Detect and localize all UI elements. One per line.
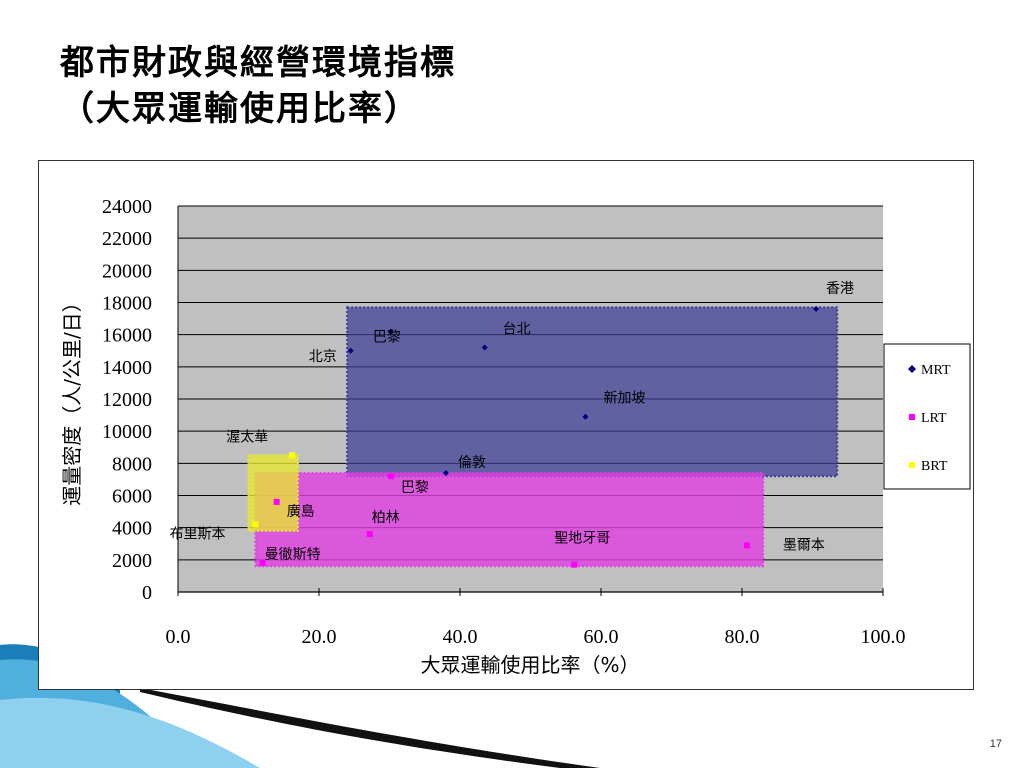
- point-lrt: [273, 498, 280, 505]
- y-tick-label: 2000: [112, 550, 152, 572]
- chart-frame: 0 2000 4000 6000 8000 10000 12000 14000 16000 180…: [38, 160, 974, 690]
- point-mrt: [582, 413, 589, 420]
- y-tick-label: 16000: [102, 325, 152, 347]
- point-label: 新加坡: [603, 391, 645, 407]
- x-tick-label: 20.0: [302, 626, 337, 648]
- point-brt: [289, 452, 296, 459]
- y-tick-label: 24000: [102, 196, 152, 218]
- point-label: 柏林: [372, 510, 400, 526]
- y-axis-label: 運量密度（人/公里/日）: [60, 292, 84, 505]
- x-tick-label: 80.0: [725, 626, 760, 648]
- region-mrt: [346, 306, 839, 478]
- legend-marker-lrt: [909, 414, 915, 420]
- point-label: 曼徹斯特: [265, 547, 321, 563]
- region-lrt: [254, 471, 765, 568]
- legend-label-brt: BRT: [921, 459, 948, 474]
- data-points: [252, 305, 820, 568]
- page-number: 17: [989, 738, 1002, 750]
- point-lrt: [259, 560, 266, 567]
- y-tick-label: 14000: [102, 357, 152, 379]
- point-mrt: [347, 347, 354, 354]
- point-lrt: [743, 542, 750, 549]
- y-tick-label: 18000: [102, 293, 152, 315]
- series-regions: [247, 306, 839, 568]
- region-brt: [247, 454, 299, 532]
- point-label: 巴黎: [401, 480, 429, 496]
- point-label: 北京: [309, 349, 337, 365]
- y-tick-label: 20000: [102, 260, 152, 282]
- y-tick-label: 0: [142, 582, 152, 604]
- point-mrt: [813, 305, 820, 312]
- x-axis-label: 大眾運輸使用比率（%）: [420, 653, 639, 677]
- x-tick-label: 60.0: [584, 626, 619, 648]
- legend-box: [883, 343, 971, 490]
- slide-title: 都市財政與經營環境指標 （大眾運輸使用比率）: [60, 40, 456, 132]
- slide-title-line-2: （大眾運輸使用比率）: [60, 89, 420, 129]
- legend: MRT LRT BRT: [883, 343, 971, 490]
- point-label: 香港: [826, 281, 854, 297]
- legend-label-mrt: MRT: [921, 363, 951, 378]
- legend-label-lrt: LRT: [921, 411, 947, 426]
- point-label: 廣島: [287, 503, 315, 520]
- point-label: 台北: [503, 322, 531, 338]
- point-mrt: [387, 328, 394, 335]
- point-lrt: [387, 473, 394, 480]
- y-tick-label: 22000: [102, 228, 152, 250]
- axes: [177, 206, 884, 596]
- x-tick-label: 100.0: [861, 626, 906, 648]
- point-label: 巴黎: [373, 329, 401, 345]
- point-label: 渥太華: [226, 429, 268, 445]
- y-tick-label: 4000: [112, 518, 152, 540]
- y-tick-label: 12000: [102, 389, 152, 411]
- scatter-chart: 0 2000 4000 6000 8000 10000 12000 14000 16000 180…: [60, 196, 971, 677]
- point-mrt: [442, 469, 449, 476]
- tick-labels: 0 2000 4000 6000 8000 10000 12000 14000 16000 180…: [102, 196, 906, 648]
- point-mrt: [481, 344, 488, 351]
- point-label: 布里斯本: [170, 526, 226, 542]
- y-tick-label: 8000: [112, 453, 152, 475]
- x-tick-label: 40.0: [443, 626, 478, 648]
- y-tick-label: 6000: [112, 486, 152, 508]
- legend-marker-brt: [909, 462, 915, 468]
- x-tick-label: 0.0: [166, 626, 191, 648]
- point-lrt: [571, 561, 578, 568]
- point-brt: [252, 521, 259, 528]
- point-label: 聖地牙哥: [554, 531, 610, 547]
- slide-title-line-1: 都市財政與經營環境指標: [60, 43, 456, 83]
- y-tick-label: 10000: [102, 421, 152, 443]
- point-lrt: [366, 531, 373, 538]
- legend-marker-mrt: [908, 365, 916, 373]
- point-label: 倫敦: [458, 455, 486, 471]
- point-label: 墨爾本: [783, 537, 825, 553]
